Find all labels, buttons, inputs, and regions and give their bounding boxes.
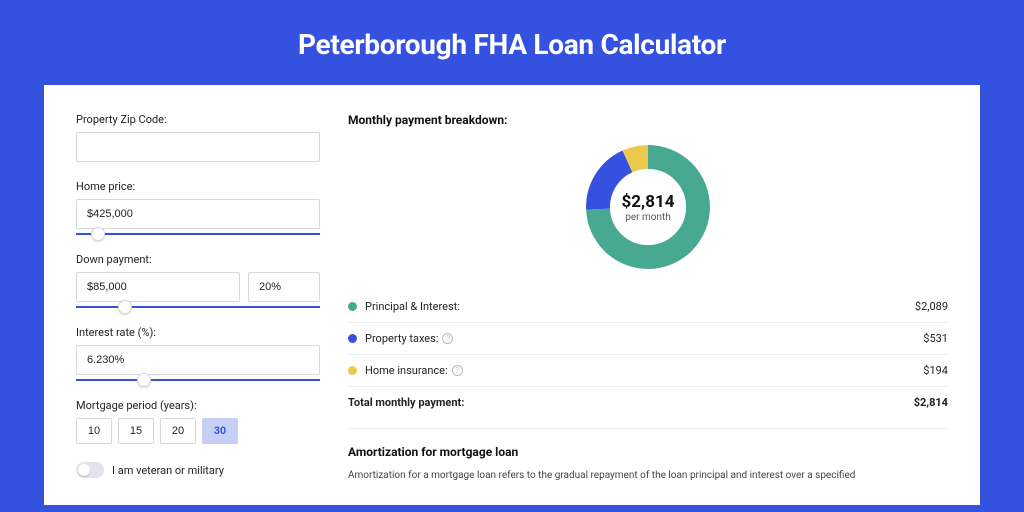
swatch-principal	[348, 302, 357, 311]
mortgage-period-label: Mortgage period (years):	[76, 399, 320, 412]
down-payment-amount-input[interactable]	[76, 272, 240, 302]
calculator-card: Property Zip Code: Home price: Down paym…	[44, 85, 980, 505]
veteran-toggle-label: I am veteran or military	[112, 464, 224, 477]
interest-rate-slider[interactable]	[76, 379, 320, 381]
down-payment-slider[interactable]	[76, 306, 320, 308]
veteran-toggle-row: I am veteran or military	[76, 462, 320, 478]
donut-amount: $2,814	[622, 192, 675, 212]
info-icon[interactable]: ?	[442, 333, 453, 344]
zip-field: Property Zip Code:	[76, 113, 320, 162]
breakdown-title: Monthly payment breakdown:	[348, 113, 948, 127]
amortization-text: Amortization for a mortgage loan refers …	[348, 469, 948, 483]
period-btn-15[interactable]: 15	[118, 418, 154, 444]
legend: Principal & Interest: $2,089 Property ta…	[348, 291, 948, 418]
donut-chart-wrap: $2,814 per month	[348, 141, 948, 273]
legend-val-taxes: $531	[923, 332, 948, 345]
legend-row-total: Total monthly payment: $2,814	[348, 387, 948, 418]
interest-rate-slider-thumb[interactable]	[137, 373, 151, 387]
down-payment-slider-thumb[interactable]	[118, 300, 132, 314]
zip-label: Property Zip Code:	[76, 113, 320, 126]
period-btn-30[interactable]: 30	[202, 418, 238, 444]
interest-rate-field: Interest rate (%):	[76, 326, 320, 381]
legend-val-insurance: $194	[923, 364, 948, 377]
swatch-insurance	[348, 366, 357, 375]
home-price-field: Home price:	[76, 180, 320, 235]
legend-row-principal: Principal & Interest: $2,089	[348, 291, 948, 323]
legend-label-insurance: Home insurance: ?	[365, 364, 923, 377]
form-column: Property Zip Code: Home price: Down paym…	[76, 113, 320, 505]
period-btn-10[interactable]: 10	[76, 418, 112, 444]
period-btn-20[interactable]: 20	[160, 418, 196, 444]
donut-sub: per month	[625, 212, 671, 223]
legend-label-taxes: Property taxes: ?	[365, 332, 923, 345]
legend-label-total: Total monthly payment:	[348, 396, 914, 409]
interest-rate-input[interactable]	[76, 345, 320, 375]
home-price-label: Home price:	[76, 180, 320, 193]
info-icon[interactable]: ?	[452, 365, 463, 376]
down-payment-field: Down payment:	[76, 253, 320, 308]
amortization-title: Amortization for mortgage loan	[348, 445, 948, 459]
zip-input[interactable]	[76, 132, 320, 162]
legend-label-principal: Principal & Interest:	[365, 300, 915, 313]
home-price-slider-thumb[interactable]	[91, 227, 105, 241]
home-price-slider[interactable]	[76, 233, 320, 235]
home-price-input[interactable]	[76, 199, 320, 229]
donut-chart: $2,814 per month	[582, 141, 714, 273]
amortization-block: Amortization for mortgage loan Amortizat…	[348, 428, 948, 483]
down-payment-label: Down payment:	[76, 253, 320, 266]
page-title: Peterborough FHA Loan Calculator	[0, 0, 1024, 85]
veteran-toggle[interactable]	[76, 462, 104, 478]
legend-row-insurance: Home insurance: ? $194	[348, 355, 948, 387]
donut-center: $2,814 per month	[582, 141, 714, 273]
mortgage-period-field: Mortgage period (years): 10 15 20 30	[76, 399, 320, 444]
legend-row-taxes: Property taxes: ? $531	[348, 323, 948, 355]
down-payment-percent-input[interactable]	[248, 272, 320, 302]
legend-val-principal: $2,089	[915, 300, 948, 313]
swatch-taxes	[348, 334, 357, 343]
legend-val-total: $2,814	[914, 396, 948, 409]
interest-rate-label: Interest rate (%):	[76, 326, 320, 339]
mortgage-period-options: 10 15 20 30	[76, 418, 320, 444]
veteran-toggle-knob	[78, 464, 90, 476]
breakdown-column: Monthly payment breakdown: $2,814 per mo…	[348, 113, 948, 505]
